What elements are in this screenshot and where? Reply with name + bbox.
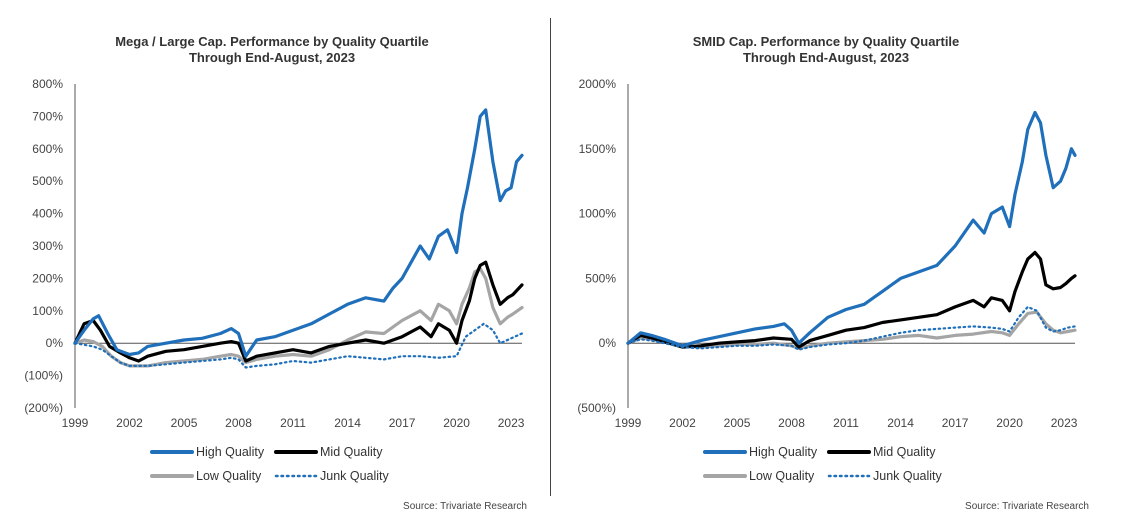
legend: High Quality Mid Quality Low Quality Junk Q… bbox=[150, 445, 390, 483]
legend-label: Low Quality bbox=[196, 469, 262, 483]
series-layer bbox=[626, 110, 1077, 351]
series-line-junk-quality bbox=[626, 305, 1077, 351]
axes: (500%) 0% 500% 1000% 1500% 2000% 1999 2002 2005 2… bbox=[577, 77, 1077, 430]
legend-label: High Quality bbox=[196, 445, 265, 459]
chart-subtitle: Through End-August, 2023 bbox=[189, 50, 355, 65]
y-tick-label: 0% bbox=[46, 336, 64, 350]
x-tick-label: 2011 bbox=[280, 416, 306, 430]
y-tick-label: 0% bbox=[599, 336, 617, 350]
series-line-mid-quality bbox=[626, 250, 1077, 349]
x-tick-label: 2020 bbox=[443, 416, 470, 430]
smid-cap-chart-panel: SMID Cap. Performance by Quality Quartil… bbox=[553, 0, 1121, 531]
y-tick-label: 1500% bbox=[579, 142, 617, 156]
series-line-low-quality bbox=[626, 310, 1077, 350]
panel-divider bbox=[550, 18, 551, 496]
y-tick-label: 800% bbox=[32, 77, 63, 91]
x-tick-label: 2017 bbox=[942, 416, 969, 430]
chart-title: Mega / Large Cap. Performance by Quality… bbox=[115, 34, 429, 49]
series-line-mid-quality bbox=[73, 260, 524, 363]
legend-label: Junk Quality bbox=[873, 469, 943, 483]
legend-label: Junk Quality bbox=[320, 469, 390, 483]
x-tick-label: 2008 bbox=[225, 416, 252, 430]
legend-label: Mid Quality bbox=[320, 445, 383, 459]
y-tick-label: 500% bbox=[585, 271, 616, 285]
legend: High Quality Mid Quality Low Quality Junk Q… bbox=[703, 445, 943, 483]
x-tick-label: 2002 bbox=[669, 416, 696, 430]
y-tick-label: (200%) bbox=[24, 401, 63, 415]
series-line-junk-quality bbox=[73, 322, 524, 369]
x-tick-label: 1999 bbox=[62, 416, 89, 430]
x-tick-label: 2002 bbox=[116, 416, 143, 430]
x-tick-label: 2005 bbox=[724, 416, 751, 430]
source-note: Source: Trivariate Research bbox=[403, 501, 527, 512]
x-tick-label: 2023 bbox=[1051, 416, 1078, 430]
y-tick-label: 400% bbox=[32, 207, 63, 221]
legend-label: Mid Quality bbox=[873, 445, 936, 459]
x-tick-label: 2017 bbox=[389, 416, 416, 430]
source-note: Source: Trivariate Research bbox=[965, 501, 1089, 512]
chart-title: SMID Cap. Performance by Quality Quartil… bbox=[693, 34, 960, 49]
y-tick-label: 500% bbox=[32, 174, 63, 188]
x-tick-label: 1999 bbox=[615, 416, 642, 430]
series-line-high-quality bbox=[73, 108, 524, 358]
y-tick-label: 200% bbox=[32, 271, 63, 285]
series-layer bbox=[73, 108, 524, 369]
y-tick-label: 300% bbox=[32, 239, 63, 253]
y-tick-label: (500%) bbox=[577, 401, 616, 415]
x-tick-label: 2020 bbox=[996, 416, 1023, 430]
series-line-high-quality bbox=[626, 110, 1077, 348]
x-tick-label: 2014 bbox=[334, 416, 361, 430]
x-tick-label: 2005 bbox=[171, 416, 198, 430]
y-tick-label: 700% bbox=[32, 109, 63, 123]
y-tick-label: 2000% bbox=[579, 77, 617, 91]
y-tick-label: (100%) bbox=[24, 369, 63, 383]
axes: (200%) (100%) 0% 100% 200% 300% 400% 500% 600% 70… bbox=[24, 77, 524, 430]
legend-label: Low Quality bbox=[749, 469, 815, 483]
y-tick-label: 1000% bbox=[579, 207, 617, 221]
mega-large-cap-chart: Mega / Large Cap. Performance by Quality… bbox=[24, 34, 527, 512]
x-tick-label: 2008 bbox=[778, 416, 805, 430]
chart-subtitle: Through End-August, 2023 bbox=[743, 50, 909, 65]
legend-label: High Quality bbox=[749, 445, 818, 459]
y-tick-label: 100% bbox=[32, 304, 63, 318]
y-tick-label: 600% bbox=[32, 142, 63, 156]
smid-cap-chart: SMID Cap. Performance by Quality Quartil… bbox=[577, 34, 1089, 512]
x-tick-label: 2011 bbox=[833, 416, 859, 430]
x-tick-label: 2023 bbox=[498, 416, 525, 430]
mega-large-cap-chart-panel: Mega / Large Cap. Performance by Quality… bbox=[0, 0, 550, 531]
x-tick-label: 2014 bbox=[887, 416, 914, 430]
